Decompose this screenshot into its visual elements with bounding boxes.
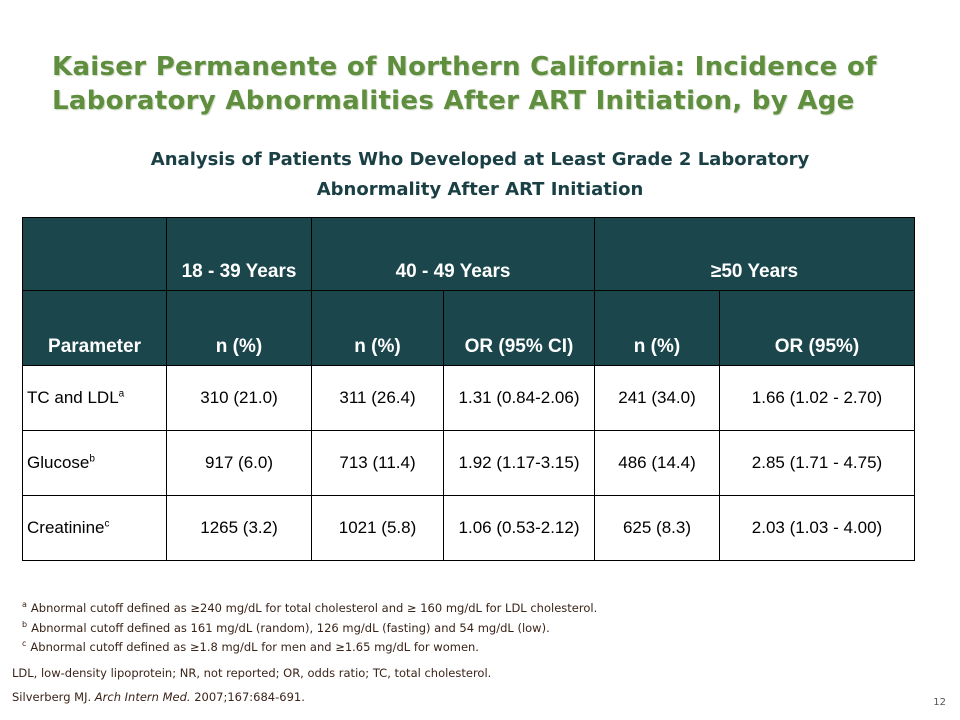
parameter-label: Creatinine [27, 518, 105, 537]
footnote-text: Abnormal cutoff defined as ≥240 mg/dL fo… [30, 600, 598, 615]
slide-subtitle-line1: Analysis of Patients Who Developed at Le… [150, 149, 810, 170]
footnote-letter: a [22, 600, 27, 609]
slide-title: Kaiser Permanente of Northern California… [52, 50, 932, 118]
footnote-letter: b [22, 620, 28, 629]
table-row: Glucoseb 917 (6.0) 713 (11.4) 1.92 (1.17… [22, 430, 915, 496]
table-cell: 713 (11.4) [311, 430, 444, 496]
citation-journal: Arch Intern Med. [94, 690, 191, 704]
group-header-50-plus: ≥50 Years [594, 217, 915, 291]
slide-title-line1: Kaiser Permanente of Northern California… [52, 52, 877, 82]
column-header-n-18-39: n (%) [166, 290, 312, 366]
citation-details: 2007;167:684-691. [194, 690, 305, 704]
table-cell: 2.85 (1.71 - 4.75) [719, 430, 915, 496]
lab-abnormalities-table: 18 - 39 Years 40 - 49 Years ≥50 Years Pa… [22, 217, 915, 561]
table-cell: 2.03 (1.03 - 4.00) [719, 495, 915, 561]
citation: Silverberg MJ. Arch Intern Med. 2007;167… [12, 690, 305, 704]
group-header-40-49: 40 - 49 Years [311, 217, 595, 291]
footnote-marker: c [104, 518, 110, 530]
footnote-text: Abnormal cutoff defined as 161 mg/dL (ra… [31, 620, 550, 635]
slide-title-line2: Laboratory Abnormalities After ART Initi… [52, 86, 855, 116]
abbreviations-note: LDL, low-density lipoprotein; NR, not re… [12, 666, 492, 680]
footnote-marker: b [89, 453, 95, 465]
row-parameter: Creatininec [22, 495, 167, 561]
page-number: 12 [933, 697, 946, 708]
column-header-n-50-plus: n (%) [594, 290, 720, 366]
footnote-a: a Abnormal cutoff defined as ≥240 mg/dL f… [22, 597, 922, 616]
footnote-marker: a [118, 388, 125, 400]
slide-subtitle-line2: Abnormality After ART Initiation [316, 179, 644, 200]
row-parameter: Glucoseb [22, 430, 167, 496]
table-cell: 625 (8.3) [594, 495, 720, 561]
group-header-18-39: 18 - 39 Years [166, 217, 312, 291]
table-cell: 241 (34.0) [594, 365, 720, 431]
table-cell: 1265 (3.2) [166, 495, 312, 561]
citation-authors: Silverberg MJ. [12, 690, 92, 704]
slide-subtitle: Analysis of Patients Who Developed at Le… [80, 145, 880, 205]
footnote-b: b Abnormal cutoff defined as 161 mg/dL (r… [22, 617, 922, 636]
column-header-or-40-49: OR (95% CI) [443, 290, 595, 366]
footnote-letter: c [22, 639, 27, 648]
column-header-n-40-49: n (%) [311, 290, 444, 366]
group-header-blank [22, 217, 167, 291]
table-row: TC and LDLa 310 (21.0) 311 (26.4) 1.31 (… [22, 365, 915, 431]
footnote-text: Abnormal cutoff defined as ≥1.8 mg/dL fo… [30, 639, 479, 654]
table-cell: 310 (21.0) [166, 365, 312, 431]
table-column-header-row: Parameter n (%) n (%) OR (95% CI) n (%) … [22, 290, 915, 366]
row-parameter: TC and LDLa [22, 365, 167, 431]
table-cell: 311 (26.4) [311, 365, 444, 431]
table-cell: 486 (14.4) [594, 430, 720, 496]
column-header-or-50-plus: OR (95%) [719, 290, 915, 366]
column-header-parameter: Parameter [22, 290, 167, 366]
table-group-header-row: 18 - 39 Years 40 - 49 Years ≥50 Years [22, 217, 915, 291]
table-cell: 1021 (5.8) [311, 495, 444, 561]
parameter-label: TC and LDL [27, 388, 119, 407]
parameter-label: Glucose [27, 453, 90, 472]
table-cell: 1.66 (1.02 - 2.70) [719, 365, 915, 431]
table-cell: 1.31 (0.84-2.06) [443, 365, 595, 431]
table-row: Creatininec 1265 (3.2) 1021 (5.8) 1.06 (… [22, 495, 915, 561]
table-cell: 917 (6.0) [166, 430, 312, 496]
table-cell: 1.92 (1.17-3.15) [443, 430, 595, 496]
table-cell: 1.06 (0.53-2.12) [443, 495, 595, 561]
footnote-c: c Abnormal cutoff defined as ≥1.8 mg/dL f… [22, 636, 922, 655]
